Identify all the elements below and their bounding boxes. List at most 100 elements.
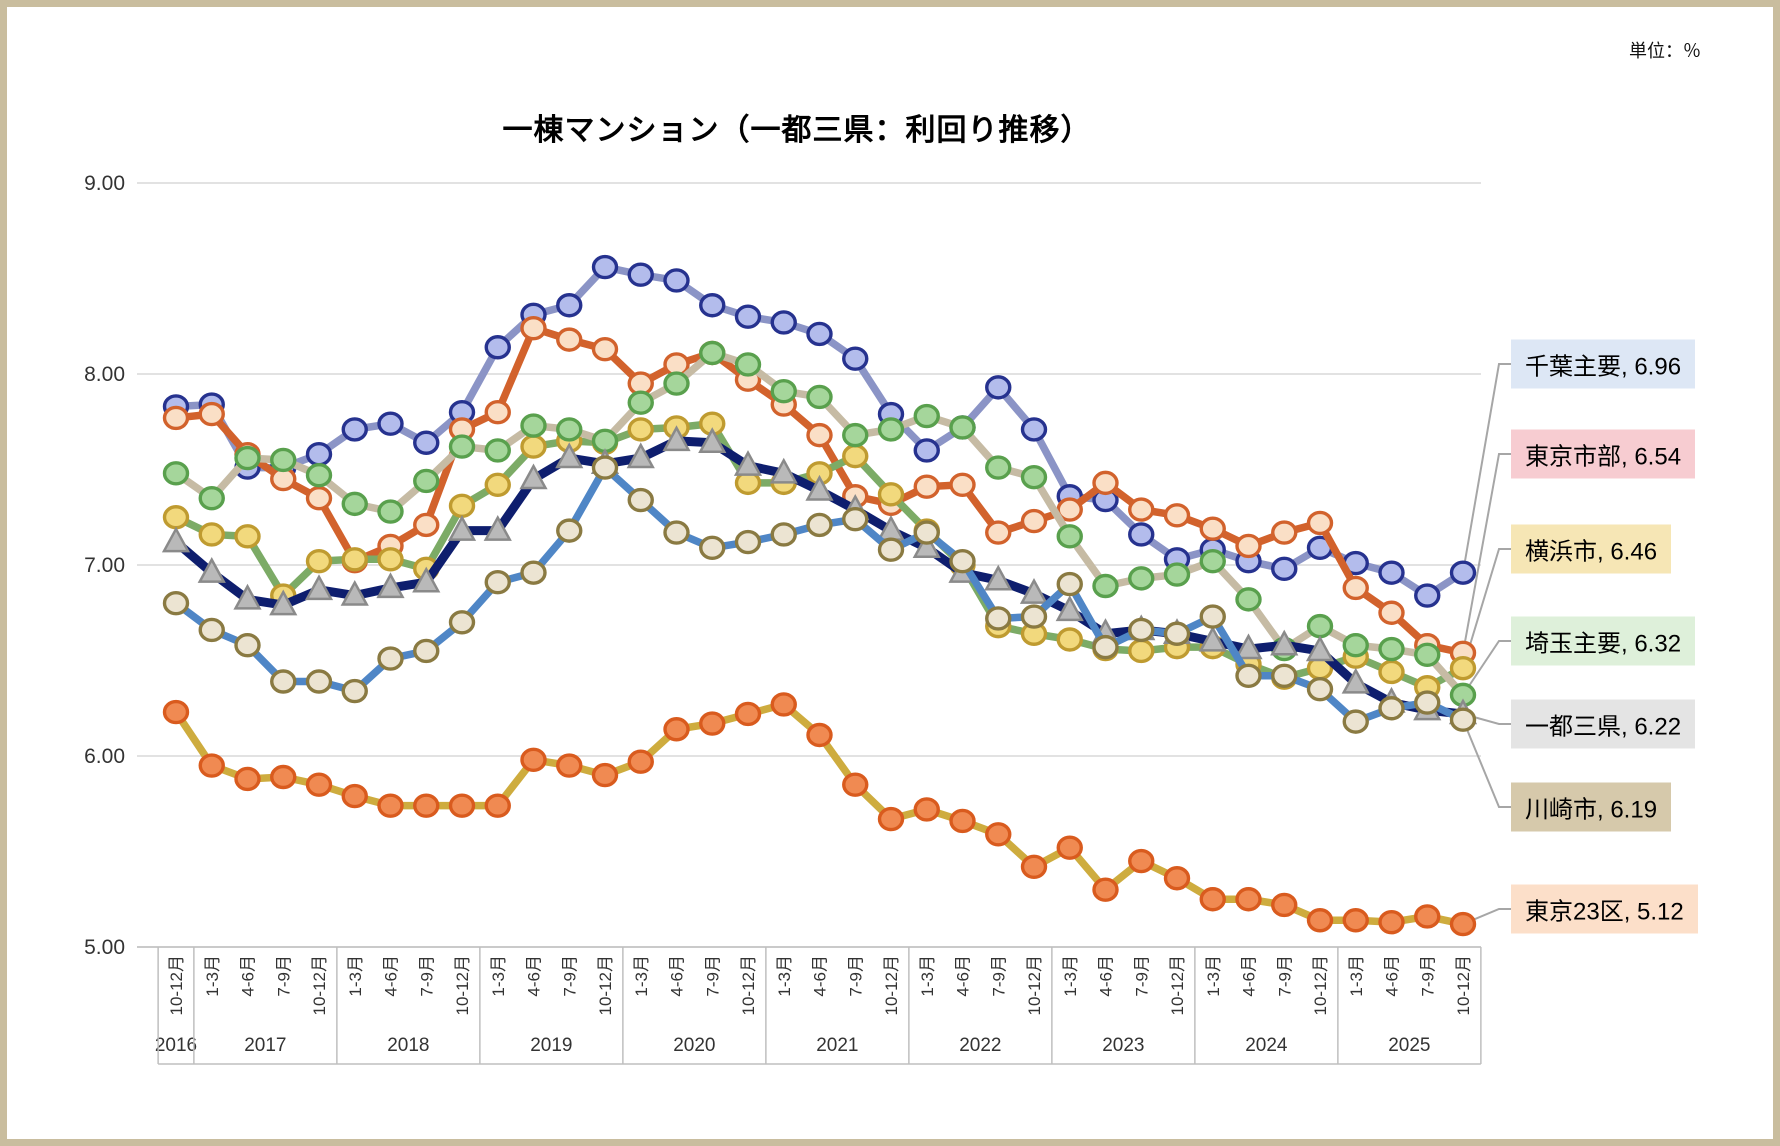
chart-title: 一棟マンション（一都三県：利回り推移） <box>502 114 1092 147</box>
x-quarter-label: 10-12月 <box>882 955 901 1015</box>
data-point-triangle <box>447 515 477 541</box>
data-point-circle <box>842 346 869 371</box>
data-point-circle <box>877 537 905 562</box>
data-point-circle <box>627 749 654 774</box>
data-point-circle <box>1128 848 1155 874</box>
data-point-circle <box>234 524 261 549</box>
x-quarter-label: 4-6月 <box>239 955 258 997</box>
series-saitama <box>162 340 1477 708</box>
data-point-circle <box>484 438 511 463</box>
data-point-circle <box>377 499 404 524</box>
data-point-circle <box>448 610 476 635</box>
data-point-circle <box>734 352 762 377</box>
data-point-triangle <box>197 557 226 583</box>
data-point-circle <box>270 447 297 473</box>
data-point-circle <box>913 438 940 463</box>
data-point-circle <box>1163 562 1191 587</box>
data-point-circle <box>1128 497 1155 522</box>
data-point-circle <box>985 375 1012 400</box>
data-point-circle <box>1199 548 1226 574</box>
x-year-label: 2020 <box>673 1035 715 1056</box>
data-point-circle <box>1163 866 1191 891</box>
x-year-label: 2017 <box>244 1035 286 1056</box>
data-point-triangle <box>483 515 512 541</box>
data-point-circle <box>806 512 833 538</box>
x-quarter-label: 10-12月 <box>1025 955 1044 1015</box>
data-point-circle <box>234 633 261 658</box>
data-point-circle <box>699 711 726 736</box>
x-quarter-label: 10-12月 <box>596 955 615 1015</box>
x-quarter-label: 7-9月 <box>1418 955 1437 997</box>
data-point-circle <box>520 747 547 773</box>
data-point-circle <box>877 482 905 507</box>
x-year-label: 2016 <box>155 1035 197 1056</box>
data-point-circle <box>1092 877 1119 902</box>
legend-callout-tokyo23: 東京23区, 5.12 <box>1511 884 1698 934</box>
legend-callout-tokyo-shibu: 東京市部, 6.54 <box>1511 429 1696 479</box>
data-point-circle <box>484 335 511 360</box>
data-point-circle <box>842 422 869 448</box>
data-point-triangle <box>1055 595 1084 622</box>
data-point-circle <box>1199 604 1226 629</box>
data-point-circle <box>1414 642 1441 667</box>
data-point-circle <box>556 327 583 352</box>
data-point-circle <box>341 678 368 704</box>
leader-tokyo-shibu <box>1462 453 1511 654</box>
data-point-circle <box>198 522 225 547</box>
data-point-circle <box>1128 522 1155 547</box>
data-point-circle <box>1092 470 1119 496</box>
x-quarter-label: 1-3月 <box>1204 955 1223 997</box>
data-point-triangle <box>1234 633 1263 660</box>
data-point-circle <box>305 772 333 797</box>
data-point-circle <box>162 405 190 431</box>
data-point-circle <box>770 310 797 335</box>
x-quarter-label: 10-12月 <box>453 955 472 1015</box>
x-quarter-label: 7-9月 <box>703 955 722 997</box>
data-point-circle <box>198 753 225 778</box>
data-point-circle <box>1414 690 1441 715</box>
data-point-circle <box>1163 621 1191 646</box>
data-point-circle <box>1020 417 1048 442</box>
data-point-triangle <box>555 442 584 469</box>
data-point-circle <box>1449 655 1477 681</box>
x-quarter-label: 4-6月 <box>954 955 973 997</box>
data-point-triangle <box>733 450 763 476</box>
data-point-circle <box>162 461 190 486</box>
data-point-circle <box>484 472 511 497</box>
data-point-circle <box>1235 533 1262 559</box>
x-quarter-label: 10-12月 <box>310 955 329 1015</box>
data-point-triangle <box>912 532 941 559</box>
data-point-circle <box>770 378 797 404</box>
data-point-triangle <box>340 579 369 606</box>
x-quarter-label: 10-12月 <box>739 955 758 1015</box>
data-point-circle <box>1020 508 1048 534</box>
data-point-circle <box>699 340 726 366</box>
data-point-triangle <box>805 474 834 501</box>
data-point-circle <box>1128 617 1155 643</box>
data-point-circle <box>305 669 333 694</box>
x-quarter-label: 1-3月 <box>203 955 222 997</box>
data-point-circle <box>1306 676 1334 702</box>
data-point-circle <box>627 487 654 513</box>
data-point-circle <box>448 793 476 818</box>
data-point-circle <box>627 417 654 442</box>
data-point-circle <box>1235 663 1262 688</box>
data-point-triangle <box>1305 635 1335 662</box>
data-point-circle <box>377 411 404 436</box>
x-year-label: 2025 <box>1388 1035 1430 1056</box>
data-point-circle <box>1342 709 1369 734</box>
x-quarter-label: 10-12月 <box>167 955 186 1015</box>
x-quarter-label: 7-9月 <box>1275 955 1294 997</box>
x-quarter-label: 1-3月 <box>775 955 794 997</box>
data-point-circle <box>198 401 225 427</box>
x-year-label: 2019 <box>530 1035 572 1056</box>
data-point-circle <box>663 520 690 545</box>
data-point-circle <box>1128 638 1155 664</box>
data-point-triangle <box>1019 578 1049 604</box>
data-point-circle <box>162 699 190 725</box>
data-point-circle <box>949 472 976 497</box>
x-quarter-label: 7-9月 <box>560 955 579 997</box>
data-point-circle <box>591 455 619 480</box>
data-point-circle <box>341 783 368 809</box>
data-point-circle <box>1020 604 1048 629</box>
